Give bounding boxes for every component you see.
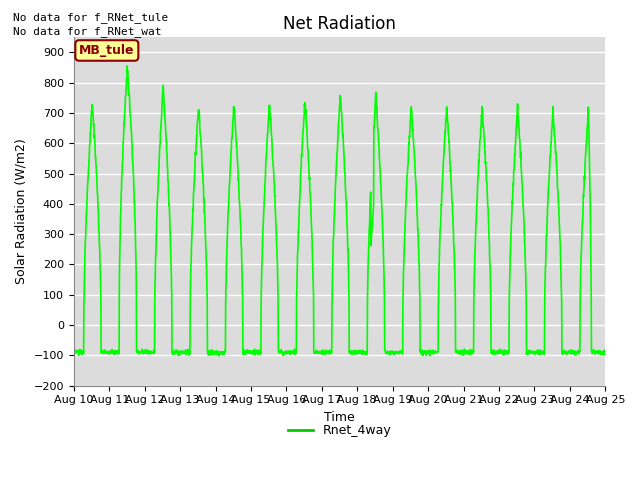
Y-axis label: Solar Radiation (W/m2): Solar Radiation (W/m2): [15, 139, 28, 284]
Text: No data for f_RNet_wat: No data for f_RNet_wat: [13, 26, 161, 37]
Title: Net Radiation: Net Radiation: [283, 15, 396, 33]
Legend: Rnet_4way: Rnet_4way: [283, 419, 396, 442]
Text: MB_tule: MB_tule: [79, 44, 134, 57]
X-axis label: Time: Time: [324, 411, 355, 424]
Text: No data for f_RNet_tule: No data for f_RNet_tule: [13, 12, 168, 23]
